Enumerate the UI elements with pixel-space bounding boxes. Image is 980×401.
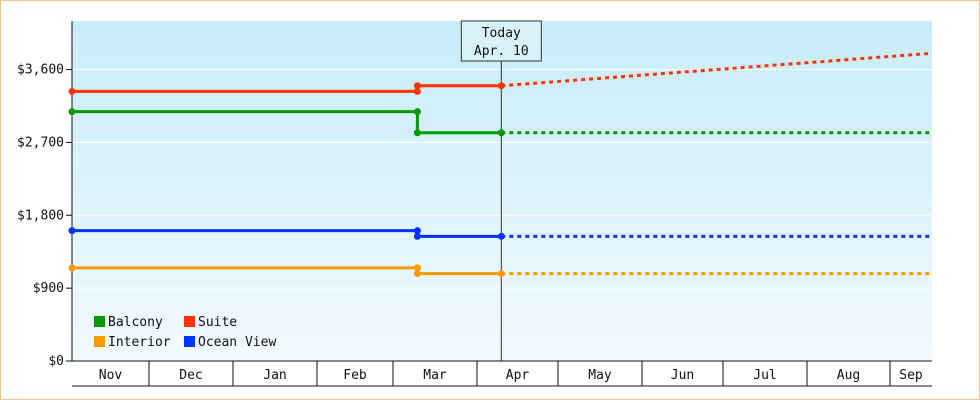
y-tick-label: $2,700: [17, 135, 64, 150]
y-tick-label: $900: [33, 281, 64, 296]
data-point: [497, 129, 505, 137]
x-tick-label: May: [588, 368, 612, 383]
legend-swatch: [184, 316, 195, 327]
y-ticks: $0 $900 $1,800 $2,700 $3,600: [17, 63, 72, 369]
data-point: [413, 270, 421, 278]
x-tick-label: Jan: [263, 368, 286, 383]
data-point: [68, 108, 76, 116]
x-tick-label: Mar: [423, 368, 447, 383]
today-box: [460, 20, 542, 62]
legend: Balcony Suite Interior Ocean View: [94, 315, 276, 350]
data-point: [413, 87, 421, 95]
x-tick-label: Apr: [506, 368, 530, 383]
data-point: [413, 108, 421, 116]
series-line-balcony: [72, 110, 502, 135]
gridlines: [72, 69, 932, 289]
legend-label: Interior: [108, 335, 171, 350]
series-layer: [68, 51, 931, 278]
today-label-line1: Today: [482, 26, 521, 41]
data-point: [497, 270, 505, 278]
data-point: [497, 82, 505, 90]
y-tick-label: $0: [48, 354, 64, 369]
legend-swatch: [94, 336, 105, 347]
x-tick-label: Dec: [179, 368, 202, 383]
x-tick-label: Nov: [99, 368, 123, 383]
plot-area: [72, 21, 932, 361]
today-label-line2: Apr. 10: [474, 44, 529, 59]
x-tick-label: Aug: [837, 368, 860, 383]
series-ocean-view: [68, 227, 931, 240]
axes: [71, 21, 932, 362]
data-point: [413, 129, 421, 137]
x-axis-month-box: Nov Dec Jan Feb Mar Apr May Jun Jul Aug Sep: [72, 361, 932, 387]
legend-swatch: [184, 336, 195, 347]
x-tick-label: Jul: [753, 368, 776, 383]
series-suite: [68, 51, 931, 95]
data-point: [497, 232, 505, 240]
today-marker: Today Apr. 10: [460, 20, 542, 361]
legend-label: Ocean View: [198, 335, 276, 350]
x-tick-label: Sep: [899, 368, 923, 383]
data-point: [68, 87, 76, 95]
legend-swatch: [94, 316, 105, 327]
data-point: [413, 82, 421, 90]
legend-label: Balcony: [108, 315, 163, 330]
series-interior: [68, 264, 931, 278]
series-balcony: [68, 108, 931, 137]
data-point: [413, 227, 421, 235]
x-tick-label: Feb: [343, 368, 367, 383]
data-point: [413, 264, 421, 272]
data-point: [68, 227, 76, 235]
legend-label: Suite: [198, 315, 237, 330]
y-tick-label: $3,600: [17, 63, 64, 78]
data-point: [68, 264, 76, 272]
data-point: [413, 232, 421, 240]
x-tick-label: Jun: [671, 368, 694, 383]
y-tick-label: $1,800: [17, 208, 64, 223]
